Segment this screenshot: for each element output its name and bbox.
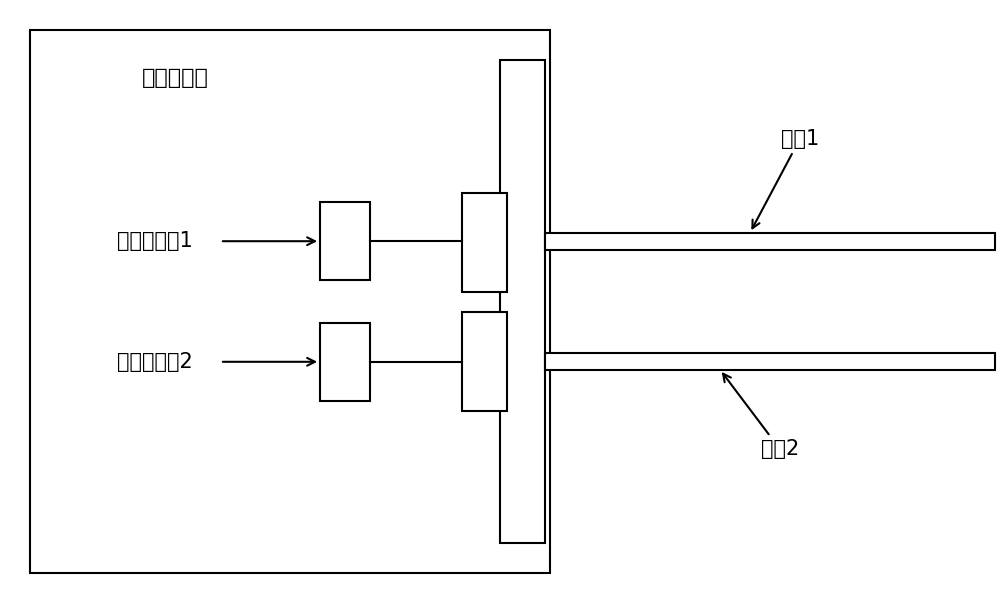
Bar: [320, 323, 370, 401]
Bar: [30, 30, 550, 573]
Text: 探测器芯片2: 探测器芯片2: [117, 352, 193, 372]
Text: 光癄2: 光癄2: [723, 374, 799, 459]
Bar: [462, 193, 507, 292]
Bar: [500, 60, 545, 543]
Bar: [462, 312, 507, 411]
Text: 光癄1: 光癄1: [752, 128, 819, 229]
Bar: [545, 233, 995, 250]
Text: 探测器管壳: 探测器管壳: [142, 68, 208, 89]
Bar: [320, 202, 370, 280]
Text: 探测器芯片1: 探测器芯片1: [117, 231, 193, 251]
Bar: [545, 353, 995, 370]
